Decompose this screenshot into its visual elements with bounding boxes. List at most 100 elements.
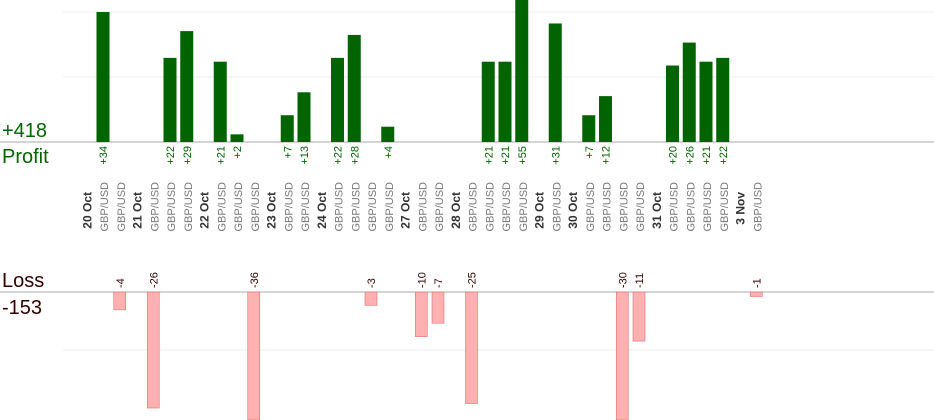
profit-value-label-6: +2 [232, 146, 244, 159]
loss-bar-1 [113, 291, 127, 311]
pair-label-14: GBP/USD [417, 182, 429, 232]
profit-bar-27 [699, 61, 713, 142]
profit-value-label-25: +20 [668, 146, 680, 165]
profit-bar-5 [213, 61, 227, 142]
pair-label-1: GBP/USD [116, 182, 128, 232]
pair-label-22: GBP/USD [602, 182, 614, 232]
pair-label-19: GBP/USD [518, 182, 530, 232]
profit-value-label-21: +7 [584, 146, 596, 159]
date-label-1: 21 Oct [131, 192, 145, 229]
profit-bar-9 [297, 92, 311, 142]
profit-bar-8 [280, 115, 294, 142]
profit-value-label-17: +21 [483, 146, 495, 165]
profit-value-label-11: +28 [349, 146, 361, 165]
loss-label: Loss [2, 270, 44, 292]
profit-value-label-20: +31 [550, 146, 562, 165]
loss-value-label-12: -3 [366, 278, 378, 288]
date-label-3: 23 Oct [265, 192, 279, 229]
pair-label-13: GBP/USD [384, 182, 396, 232]
date-label-0: 20 Oct [80, 192, 94, 229]
pair-label-10: GBP/USD [334, 182, 346, 232]
pair-label-25: GBP/USD [669, 182, 681, 232]
profit-value-label-0: +34 [98, 146, 110, 165]
profit-bar-3 [163, 57, 177, 142]
pair-label-29: GBP/USD [752, 182, 764, 232]
loss-value-label-2: -26 [148, 272, 160, 288]
date-label-4: 24 Oct [315, 192, 329, 229]
pair-label-6: GBP/USD [233, 182, 245, 232]
profit-bar-6 [230, 134, 244, 142]
loss-bar-12 [364, 291, 378, 306]
profit-value-label-26: +26 [684, 146, 696, 165]
profit-bar-17 [481, 61, 495, 142]
profit-bar-21 [582, 115, 596, 142]
loss-bar-16 [465, 291, 478, 404]
profit-value-label-5: +21 [215, 146, 227, 165]
profit-value-label-19: +55 [517, 146, 529, 165]
pair-label-27: GBP/USD [702, 182, 714, 232]
date-label-7: 29 Oct [533, 192, 547, 229]
profit-value-label-27: +21 [701, 146, 713, 165]
profit-value-label-13: +4 [383, 146, 395, 159]
pair-label-16: GBP/USD [468, 182, 480, 232]
date-label-9: 31 Oct [650, 192, 664, 229]
loss-bar-24 [632, 291, 646, 342]
profit-value-label-3: +22 [165, 146, 177, 165]
loss-bar-2 [146, 291, 160, 409]
pair-label-4: GBP/USD [183, 182, 195, 232]
profit-bar-10 [331, 57, 344, 142]
profit-bar-0 [96, 12, 110, 142]
profit-value-label-4: +29 [182, 146, 194, 165]
profit-value-label-10: +22 [333, 146, 345, 165]
pair-label-21: GBP/USD [585, 182, 597, 232]
loss-bar-23 [615, 291, 629, 420]
profit-label: Profit [2, 146, 49, 168]
pair-label-9: GBP/USD [300, 182, 312, 232]
date-label-5: 27 Oct [399, 192, 413, 229]
loss-value-label-7: -36 [249, 272, 261, 288]
pair-label-15: GBP/USD [434, 182, 446, 232]
profit-value-label-8: +7 [282, 146, 294, 159]
profit-value-label-22: +12 [601, 146, 613, 165]
loss-bar-15 [431, 291, 445, 324]
profit-bar-26 [682, 42, 696, 142]
loss-bar-7 [247, 291, 261, 420]
pair-label-24: GBP/USD [635, 182, 647, 232]
profit-bar-19 [515, 0, 529, 142]
pair-label-18: GBP/USD [501, 182, 513, 232]
pair-label-7: GBP/USD [250, 182, 262, 232]
loss-value-label-24: -11 [634, 273, 646, 288]
loss-value-label-16: -25 [467, 272, 479, 288]
date-label-10: 3 Nov [734, 192, 748, 225]
pair-label-23: GBP/USD [618, 182, 630, 232]
pair-label-26: GBP/USD [685, 182, 697, 232]
loss-value-label-1: -4 [115, 278, 127, 288]
profit-bar-22 [599, 96, 612, 142]
profit-total: +418 [2, 120, 47, 142]
profit-bar-25 [666, 65, 679, 142]
loss-bar-29 [749, 291, 763, 297]
pair-label-3: GBP/USD [166, 182, 178, 232]
pair-label-2: GBP/USD [149, 182, 161, 232]
profit-bar-20 [548, 23, 562, 142]
profit-bar-11 [347, 34, 361, 142]
pair-label-12: GBP/USD [367, 182, 379, 232]
loss-value-label-29: -1 [751, 278, 763, 288]
loss-total: -153 [2, 297, 42, 319]
pair-label-5: GBP/USD [216, 182, 228, 232]
bars-layer: +34 GBP/USD -4 GBP/USD -26 GBP/USD +22 GBP/USD +… [80, 0, 764, 420]
pair-label-20: GBP/USD [551, 182, 563, 232]
profit-bar-18 [498, 61, 512, 142]
loss-value-label-14: -10 [416, 272, 428, 288]
profit-bar-28 [716, 57, 730, 142]
loss-value-label-23: -30 [617, 272, 629, 288]
profit-value-label-28: +22 [718, 146, 730, 165]
pair-label-0: GBP/USD [99, 182, 111, 232]
loss-value-label-15: -7 [433, 278, 445, 288]
loss-bar-14 [414, 291, 428, 337]
profit-value-label-18: +21 [500, 146, 512, 165]
profit-bar-4 [180, 31, 194, 143]
date-label-2: 22 Oct [198, 192, 212, 229]
